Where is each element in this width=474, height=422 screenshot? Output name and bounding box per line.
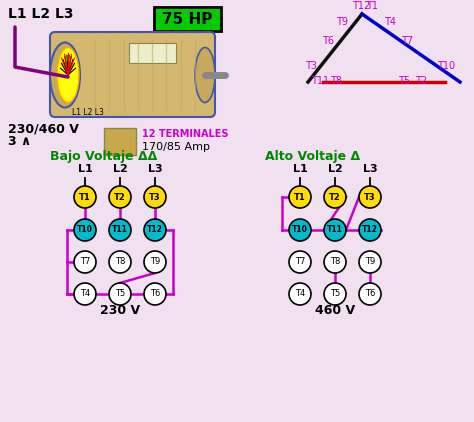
Text: T7: T7 [80,257,90,267]
Text: T3: T3 [305,61,317,71]
Text: 12 TERMINALES: 12 TERMINALES [142,129,228,139]
Text: T5: T5 [398,76,410,86]
Text: L1 L2 L3: L1 L2 L3 [8,7,73,21]
Text: T3: T3 [149,192,161,201]
Circle shape [324,219,346,241]
Text: T4: T4 [295,289,305,298]
Circle shape [324,186,346,208]
Text: T11: T11 [311,76,329,86]
Text: T9: T9 [336,17,348,27]
Text: T1: T1 [79,192,91,201]
Text: T11: T11 [112,225,128,235]
Text: 75 HP: 75 HP [162,11,212,27]
Text: 3 ∧: 3 ∧ [8,135,31,148]
Text: T12: T12 [352,1,370,11]
Text: L1 L2 L3: L1 L2 L3 [72,108,104,117]
Text: T5: T5 [115,289,125,298]
Text: 460 V: 460 V [315,304,355,317]
Circle shape [109,186,131,208]
Text: L1: L1 [292,164,307,174]
Circle shape [289,251,311,273]
FancyBboxPatch shape [154,7,221,31]
Text: 170/85 Amp: 170/85 Amp [142,142,210,152]
Circle shape [289,219,311,241]
Text: T2: T2 [114,192,126,201]
Text: T6: T6 [150,289,160,298]
Text: L1: L1 [78,164,92,174]
Circle shape [289,283,311,305]
FancyBboxPatch shape [129,43,176,63]
Text: T5: T5 [330,289,340,298]
Text: T11: T11 [327,225,343,235]
Text: T12: T12 [362,225,378,235]
FancyBboxPatch shape [50,32,215,117]
Circle shape [324,283,346,305]
Text: T7: T7 [295,257,305,267]
Text: T8: T8 [330,257,340,267]
Text: Bajo Voltaje ΔΔ: Bajo Voltaje ΔΔ [50,150,157,163]
FancyBboxPatch shape [104,128,136,155]
Text: T8: T8 [115,257,125,267]
Circle shape [109,219,131,241]
Text: T9: T9 [365,257,375,267]
Circle shape [109,283,131,305]
Text: T2: T2 [329,192,341,201]
Text: T2: T2 [415,76,427,86]
Circle shape [144,283,166,305]
Text: T1: T1 [294,192,306,201]
Circle shape [324,251,346,273]
Text: T1: T1 [366,1,378,11]
Circle shape [74,251,96,273]
Text: T12: T12 [147,225,163,235]
Circle shape [144,186,166,208]
Ellipse shape [50,43,80,108]
Circle shape [359,219,381,241]
Text: T3: T3 [364,192,376,201]
Circle shape [359,251,381,273]
Text: T6: T6 [365,289,375,298]
Text: T8: T8 [330,76,342,86]
Text: T10: T10 [437,61,455,71]
Text: L2: L2 [328,164,342,174]
Text: T7: T7 [401,36,413,46]
Text: T6: T6 [322,36,334,46]
Circle shape [109,251,131,273]
Text: L3: L3 [363,164,377,174]
Text: Alto Voltaje Δ: Alto Voltaje Δ [265,150,360,163]
Circle shape [359,186,381,208]
Ellipse shape [57,48,79,103]
Text: L2: L2 [113,164,128,174]
Text: 230/460 V: 230/460 V [8,122,79,135]
Circle shape [144,219,166,241]
Circle shape [74,186,96,208]
Text: T10: T10 [292,225,308,235]
Ellipse shape [195,48,215,103]
Text: T4: T4 [80,289,90,298]
Circle shape [144,251,166,273]
Circle shape [359,283,381,305]
Circle shape [74,283,96,305]
Text: T4: T4 [384,17,396,27]
Text: T10: T10 [77,225,93,235]
Text: L3: L3 [148,164,162,174]
Text: 230 V: 230 V [100,304,140,317]
Text: T9: T9 [150,257,160,267]
Circle shape [74,219,96,241]
Circle shape [289,186,311,208]
